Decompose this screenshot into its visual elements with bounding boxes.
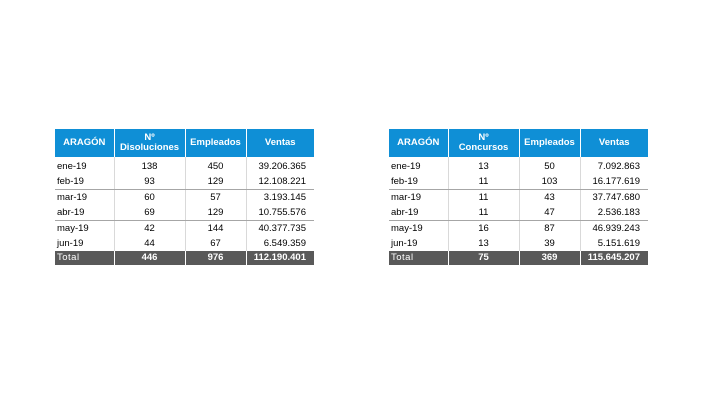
cell-count: 11 xyxy=(447,205,519,221)
total-count: 446 xyxy=(113,251,185,265)
total-label: Total xyxy=(389,251,448,265)
header-count-line2: Disoluciones xyxy=(119,142,180,153)
table-header-row: ARAGÓN Nº Concursos Empleados Ventas xyxy=(389,129,648,157)
cell-sales: 16.177.619 xyxy=(579,174,648,190)
header-count-line2: Concursos xyxy=(458,142,509,153)
cell-month: mar-19 xyxy=(391,191,422,203)
concursos-table: ARAGÓN Nº Concursos Empleados Ventas ene… xyxy=(389,129,648,265)
cell-count: 93 xyxy=(113,174,185,190)
cell-employees: 67 xyxy=(184,236,246,251)
cell-employees: 47 xyxy=(518,205,580,221)
cell-employees: 129 xyxy=(184,205,246,221)
cell-count: 13 xyxy=(447,236,519,251)
total-row: Total 75 369 115.645.207 xyxy=(389,251,648,265)
cell-sales: 6.549.359 xyxy=(245,236,314,251)
cell-employees: 103 xyxy=(518,174,580,190)
cell-month: may-19 xyxy=(57,222,89,234)
header-employees: Empleados xyxy=(184,129,246,157)
header-count: Nº Disoluciones xyxy=(113,129,185,157)
total-label: Total xyxy=(55,251,114,265)
cell-count: 16 xyxy=(447,220,519,236)
total-count: 75 xyxy=(447,251,519,265)
cell-month: abr-19 xyxy=(55,205,114,221)
total-row: Total 446 976 112.190.401 xyxy=(55,251,314,265)
table-row: may-19 42 144 40.377.735 xyxy=(55,220,314,236)
cell-month: abr-19 xyxy=(389,205,448,221)
disoluciones-table: ARAGÓN Nº Disoluciones Empleados Ventas … xyxy=(55,129,314,265)
table-row: jun-19 44 67 6.549.359 xyxy=(55,236,314,251)
table-row: ene-19 13 50 7.092.863 xyxy=(389,157,648,174)
cell-count: 13 xyxy=(447,157,519,174)
cell-month: feb-19 xyxy=(389,174,448,190)
table-row: abr-19 11 47 2.536.183 xyxy=(389,205,648,221)
cell-count: 138 xyxy=(113,157,185,174)
cell-month: may-19 xyxy=(391,222,423,234)
cell-month: mar-19 xyxy=(57,191,88,203)
cell-sales: 2.536.183 xyxy=(579,205,648,221)
cell-sales: 40.377.735 xyxy=(245,220,314,236)
cell-month: ene-19 xyxy=(57,160,87,172)
table-row: may-19 16 87 46.939.243 xyxy=(389,220,648,236)
table-header-row: ARAGÓN Nº Disoluciones Empleados Ventas xyxy=(55,129,314,157)
cell-count: 11 xyxy=(447,174,519,190)
cell-month: jun-19 xyxy=(57,237,84,249)
cell-employees: 87 xyxy=(518,220,580,236)
header-employees: Empleados xyxy=(518,129,580,157)
table-row: feb-19 93 129 12.108.221 xyxy=(55,174,314,190)
cell-count: 44 xyxy=(113,236,185,251)
header-region: ARAGÓN xyxy=(55,129,114,157)
header-sales: Ventas xyxy=(245,129,314,157)
cell-employees: 129 xyxy=(184,174,246,190)
cell-sales: 10.755.576 xyxy=(245,205,314,221)
cell-count: 69 xyxy=(113,205,185,221)
table-row: jun-19 13 39 5.151.619 xyxy=(389,236,648,251)
cell-sales: 46.939.243 xyxy=(579,220,648,236)
cell-sales: 37.747.680 xyxy=(579,189,648,205)
cell-employees: 450 xyxy=(184,157,246,174)
header-region: ARAGÓN xyxy=(389,129,448,157)
header-sales: Ventas xyxy=(579,129,648,157)
table-row: ene-19 138 450 39.206.365 xyxy=(55,157,314,174)
header-count-line1: Nº xyxy=(478,132,489,143)
header-count-line1: Nº xyxy=(144,132,155,143)
cell-count: 42 xyxy=(113,220,185,236)
cell-sales: 7.092.863 xyxy=(579,157,648,174)
total-employees: 369 xyxy=(518,251,580,265)
cell-employees: 50 xyxy=(518,157,580,174)
total-employees: 976 xyxy=(184,251,246,265)
cell-employees: 39 xyxy=(518,236,580,251)
cell-sales: 5.151.619 xyxy=(579,236,648,251)
cell-employees: 144 xyxy=(184,220,246,236)
cell-count: 11 xyxy=(447,189,519,205)
total-sales: 115.645.207 xyxy=(579,251,648,265)
cell-sales: 12.108.221 xyxy=(245,174,314,190)
table-row: mar-19 60 57 3.193.145 xyxy=(55,189,314,205)
cell-count: 60 xyxy=(113,189,185,205)
table-row: abr-19 69 129 10.755.576 xyxy=(55,205,314,221)
table-row: mar-19 11 43 37.747.680 xyxy=(389,189,648,205)
cell-employees: 57 xyxy=(184,189,246,205)
header-count: Nº Concursos xyxy=(447,129,519,157)
cell-month: jun-19 xyxy=(391,237,418,249)
total-sales: 112.190.401 xyxy=(245,251,314,265)
table-row: feb-19 11 103 16.177.619 xyxy=(389,174,648,190)
cell-month: feb-19 xyxy=(55,174,114,190)
cell-employees: 43 xyxy=(518,189,580,205)
cell-sales: 39.206.365 xyxy=(245,157,314,174)
cell-sales: 3.193.145 xyxy=(245,189,314,205)
cell-month: ene-19 xyxy=(391,160,421,172)
